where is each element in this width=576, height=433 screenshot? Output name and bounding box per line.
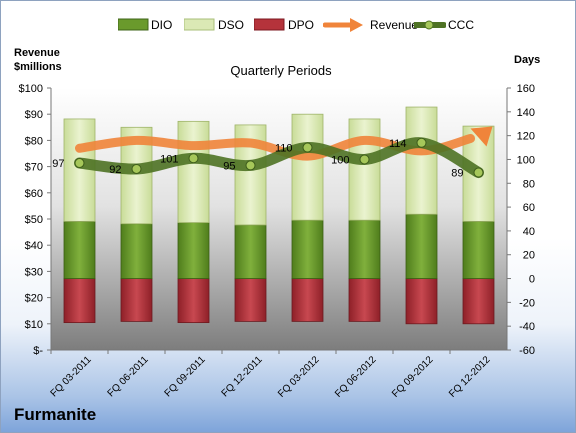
bar-dpo: [63, 278, 96, 324]
bar-dso: [348, 118, 381, 221]
bar-dso: [63, 118, 96, 222]
x-tick-label: FQ 12-2012: [447, 354, 493, 400]
bar-dso: [405, 106, 438, 215]
legend-label-ccc: CCC: [448, 18, 474, 32]
company-name: Furmanite: [14, 405, 97, 424]
left-tick-label: $70: [25, 162, 43, 174]
ccc-point: [245, 160, 256, 171]
ccc-data-label: 92: [109, 164, 121, 176]
right-tick-label: 160: [517, 83, 535, 95]
right-tick-label: 0: [529, 274, 535, 286]
revenue-arrowhead: [470, 126, 493, 147]
bar-dpo: [462, 278, 495, 325]
x-tick-label: FQ 03-2012: [276, 354, 322, 400]
ccc-point: [416, 137, 427, 148]
bar-dio: [405, 213, 438, 279]
legend-swatch-dso: [184, 18, 215, 31]
chart-title: Quarterly Periods: [230, 63, 332, 78]
plot-area: [51, 88, 507, 350]
bar-dio: [291, 219, 324, 279]
legend-swatch-dio: [118, 18, 149, 31]
bar-dio: [462, 220, 495, 279]
x-tick-label: FQ 12-2011: [220, 354, 265, 399]
bar-dio: [63, 220, 96, 279]
left-axis-title-line2: $millions: [14, 61, 62, 73]
bar-dpo: [348, 278, 381, 322]
legend-swatch-dpo: [254, 18, 285, 31]
ccc-data-label: 97: [52, 158, 64, 170]
bar-dio: [177, 222, 210, 279]
legend-label-revenue: Revenue: [370, 18, 419, 32]
ccc-point: [359, 154, 370, 165]
right-tick-label: -40: [519, 321, 535, 333]
legend-swatch-ccc: [414, 20, 446, 30]
right-tick-label: -20: [519, 297, 535, 309]
ccc-data-label: 110: [275, 143, 293, 155]
ccc-data-label: 95: [223, 160, 235, 172]
right-tick-label: -60: [519, 345, 535, 357]
left-tick-label: $80: [25, 135, 43, 147]
bar-dso: [177, 120, 210, 223]
ccc-data-label: 101: [160, 153, 178, 165]
left-tick-label: $90: [25, 109, 43, 121]
left-tick-label: $100: [19, 83, 43, 95]
right-tick-label: 80: [523, 178, 535, 190]
ccc-point: [131, 163, 142, 174]
left-tick-label: $-: [33, 345, 43, 357]
bar-dpo: [177, 278, 210, 324]
bar-dpo: [120, 278, 153, 322]
right-axis-title: Days: [514, 54, 541, 66]
left-tick-label: $50: [25, 214, 43, 226]
ccc-data-label: 100: [331, 154, 349, 166]
bar-dpo: [291, 278, 324, 322]
right-tick-label: 140: [517, 107, 535, 119]
left-tick-label: $20: [25, 293, 43, 305]
legend: DIO DSO DPO Revenue CCC: [1, 17, 575, 37]
left-tick-label: $10: [25, 319, 43, 331]
legend-label-dpo: DPO: [288, 18, 315, 32]
right-tick-label: 100: [517, 154, 535, 166]
bar-dio: [348, 219, 381, 279]
ccc-data-label: 114: [389, 138, 407, 150]
right-tick-label: 20: [523, 250, 535, 262]
left-tick-label: $30: [25, 266, 43, 278]
left-tick-label: $40: [25, 240, 43, 252]
ccc-point: [74, 158, 85, 169]
right-tick-label: 60: [523, 202, 535, 214]
x-tick-label: FQ 09-2011: [163, 354, 208, 399]
ccc-point: [188, 153, 199, 164]
right-tick-label: 120: [517, 131, 535, 143]
left-axis-title-line1: Revenue: [14, 47, 60, 59]
bar-dpo: [405, 278, 438, 325]
bar-dio: [234, 224, 267, 279]
ccc-point: [473, 167, 484, 178]
bar-dso: [291, 113, 324, 221]
ccc-point: [302, 142, 313, 153]
x-tick-label: FQ 09-2012: [390, 354, 436, 400]
legend-label-dso: DSO: [218, 18, 245, 32]
left-axis-title: Revenue $millions: [14, 46, 62, 74]
left-tick-label: $60: [25, 188, 43, 200]
x-tick-label: FQ 06-2012: [333, 354, 379, 400]
legend-swatch-revenue: [323, 18, 363, 32]
x-tick-label: FQ 03-2011: [49, 354, 94, 399]
legend-label-dio: DIO: [151, 18, 173, 32]
bar-dio: [120, 223, 153, 279]
bar-dpo: [234, 278, 267, 322]
x-tick-label: FQ 06-2011: [106, 354, 151, 399]
ccc-data-label: 89: [451, 168, 463, 180]
right-tick-label: 40: [523, 226, 535, 238]
